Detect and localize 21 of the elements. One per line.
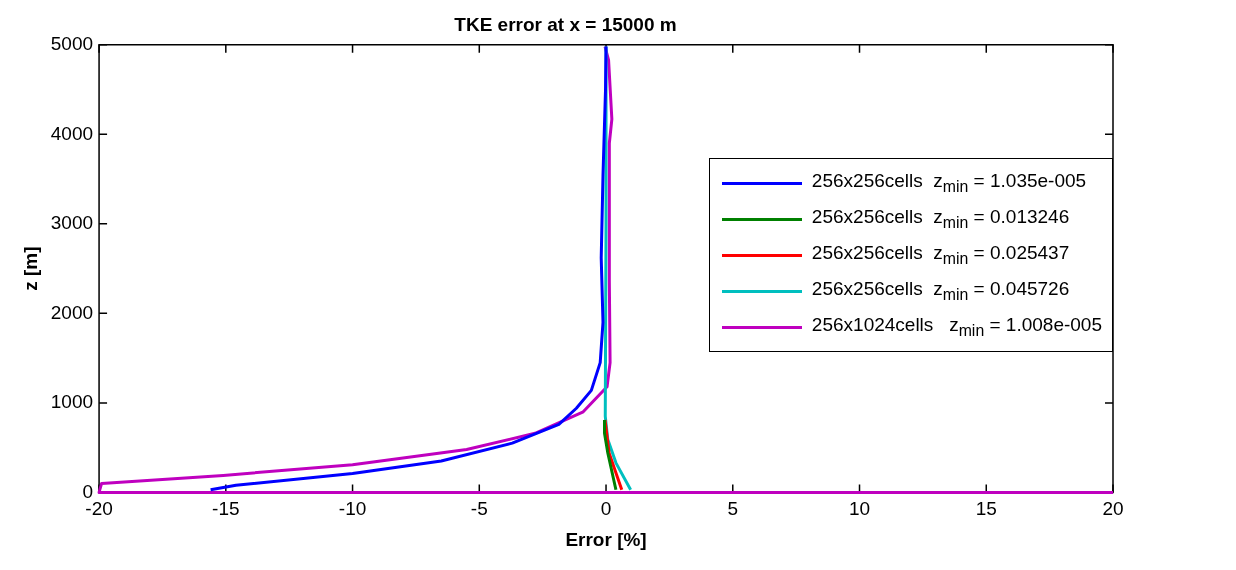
legend-label: 256x256cells z$_{min}$ = 0.013246 [811,206,1070,232]
x-tick-label: -5 [470,498,488,520]
legend-label: 256x1024cells z$_{min}$ = 1.008e-005 [811,314,1102,340]
y-axis-title: z [m] [19,246,41,291]
y-tick-label: 3000 [50,212,94,234]
y-tick-label: 5000 [50,33,94,55]
y-tick-label: 4000 [50,122,94,144]
x-tick-label: 20 [1102,498,1124,520]
legend-label: 256x256cells z$_{min}$ = 0.025437 [811,242,1070,268]
y-tick-label: 2000 [50,301,94,323]
legend-label: 256x256cells z$_{min}$ = 0.045726 [811,278,1070,304]
x-tick-label: -15 [212,498,240,520]
x-tick-label: 10 [848,498,871,520]
chart-title: TKE error at x = 15000 m [454,13,677,35]
x-tick-label: 0 [600,498,612,520]
y-tick-label: 1000 [50,391,94,413]
x-tick-label: -10 [338,498,367,520]
x-tick-label: 15 [975,498,997,520]
legend-label: 256x256cells z$_{min}$ = 1.035e-005 [811,170,1087,196]
x-axis-title: Error [%] [565,528,647,550]
x-tick-label: 5 [727,498,739,520]
